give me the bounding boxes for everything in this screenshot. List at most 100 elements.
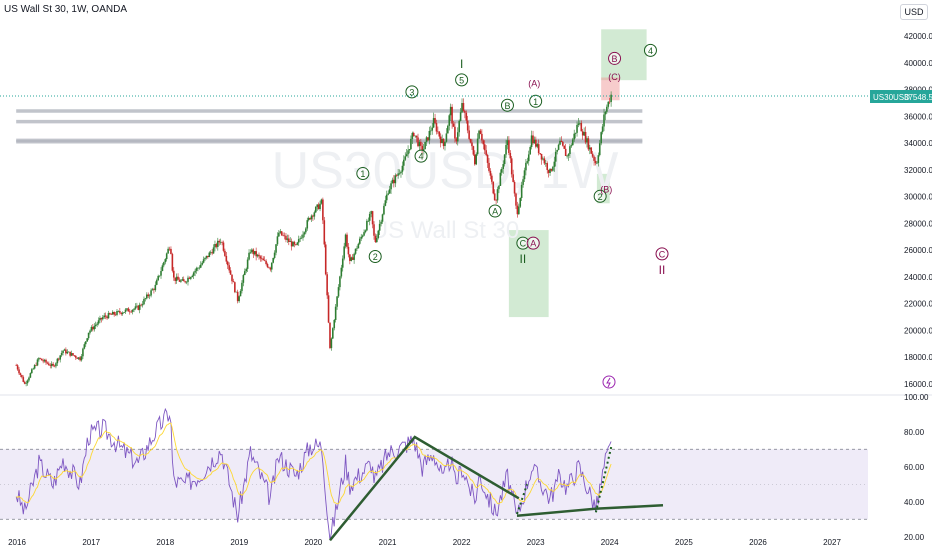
candle	[56, 357, 59, 366]
candle	[190, 276, 192, 281]
candle	[337, 284, 340, 299]
rsi-trendline-0[interactable]	[329, 435, 520, 542]
wave-label-text: 4	[419, 152, 424, 162]
candle	[195, 266, 198, 274]
candle	[163, 261, 165, 268]
candle	[218, 239, 221, 246]
candle	[353, 252, 355, 264]
candle	[598, 139, 601, 157]
candle	[194, 268, 196, 277]
candle	[469, 138, 472, 144]
candle	[510, 156, 513, 178]
candle	[397, 168, 399, 179]
candle	[232, 278, 235, 283]
candle	[439, 133, 442, 148]
candle	[350, 256, 353, 262]
zone-3[interactable]	[601, 77, 620, 101]
candle	[100, 317, 103, 323]
rsi-trendline-2[interactable]	[516, 483, 529, 515]
price-tag-symbol: US30USD	[873, 93, 910, 102]
candle	[604, 110, 607, 121]
candle	[211, 248, 213, 256]
candle	[518, 203, 520, 215]
candle	[428, 126, 431, 145]
candle	[86, 338, 88, 342]
candle	[537, 139, 540, 156]
candle	[322, 197, 324, 224]
candle	[16, 364, 19, 371]
candle	[411, 131, 414, 144]
candle	[371, 210, 374, 229]
candle	[583, 127, 585, 136]
candle	[608, 97, 611, 105]
candle	[610, 91, 612, 107]
candle	[65, 347, 67, 356]
candle	[489, 168, 492, 180]
currency-button[interactable]: USD	[900, 4, 928, 20]
candle	[385, 190, 388, 204]
candle	[464, 109, 466, 119]
time-tick-label: 2017	[82, 538, 100, 547]
candle	[452, 121, 455, 127]
time-tick-label: 2020	[304, 538, 322, 547]
wave-label-text: (C)	[608, 72, 621, 82]
candle	[144, 297, 147, 302]
candle	[305, 227, 307, 235]
candle	[388, 185, 391, 194]
candle	[157, 274, 159, 282]
time-tick-label: 2026	[749, 538, 767, 547]
candle	[38, 356, 40, 362]
candle	[199, 261, 202, 269]
candle	[52, 362, 54, 368]
wave-label: 4	[414, 149, 428, 163]
rsi-trendline-1[interactable]	[516, 504, 664, 518]
candle	[75, 355, 77, 361]
wave-label: C	[655, 247, 669, 261]
candle	[201, 261, 203, 266]
time-tick-label: 2027	[823, 538, 841, 547]
candle	[454, 121, 456, 143]
candle	[475, 152, 478, 166]
levels-layer	[16, 109, 643, 144]
candle	[278, 229, 280, 237]
candle	[349, 254, 351, 265]
candle	[512, 169, 514, 183]
candle	[18, 367, 20, 375]
candle	[239, 289, 242, 297]
candle	[317, 202, 320, 210]
candle	[546, 161, 549, 174]
candle	[577, 118, 580, 128]
candle	[513, 180, 516, 197]
candle	[456, 127, 459, 146]
wave-label: 2	[593, 189, 607, 203]
wave-label-text: C	[520, 239, 527, 249]
candle	[404, 152, 407, 161]
rsi-trendline-3[interactable]	[594, 445, 613, 513]
lightning-icon[interactable]	[602, 375, 616, 389]
candle	[347, 242, 350, 258]
wave-label: 1	[356, 167, 370, 181]
candle	[35, 362, 37, 367]
candle	[133, 307, 135, 313]
candle	[87, 332, 90, 341]
candle	[242, 273, 245, 287]
candle	[508, 136, 510, 156]
candle	[344, 233, 347, 249]
candle	[238, 295, 240, 303]
candle	[346, 232, 348, 249]
candle	[59, 355, 62, 363]
candle	[503, 154, 506, 167]
candle	[310, 214, 313, 222]
price-tick-label: 26000.0	[904, 246, 932, 255]
candle	[380, 219, 382, 227]
candle	[104, 312, 107, 320]
candle	[590, 147, 593, 155]
candle	[73, 355, 76, 357]
zone-2[interactable]	[601, 29, 647, 81]
candle	[25, 380, 27, 387]
candle	[209, 250, 212, 255]
candle	[236, 289, 239, 304]
candle	[138, 302, 141, 314]
